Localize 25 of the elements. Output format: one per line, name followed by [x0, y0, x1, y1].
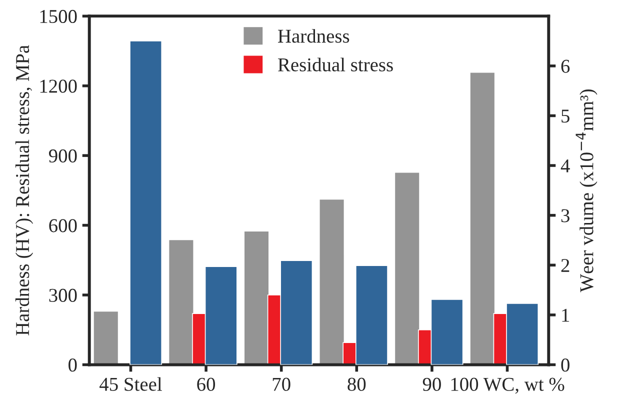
y-tick-label: 600 — [49, 219, 77, 232]
y2-tick-label: 6 — [561, 60, 570, 73]
y2-axis-title: Weer vdume (x10$^{−4}$mm³) — [576, 89, 598, 292]
y2-tick-label: 5 — [562, 110, 570, 123]
y-tick-label: 0 — [68, 358, 77, 372]
y-tick-label: 900 — [48, 149, 77, 162]
x-tick-label: 45 Steel — [100, 377, 162, 391]
y2-tick-label: 2 — [561, 258, 570, 272]
y-axis-title: Hardness (HV): Residual stress, MPa — [15, 45, 34, 336]
y2-tick-label: 0 — [561, 358, 570, 372]
x-tick-label: 70 — [272, 378, 290, 391]
legend-label: Residual stress — [278, 58, 393, 72]
x-tick-label: 80 — [348, 378, 366, 391]
bar — [130, 40, 162, 365]
x-tick-label: 90 — [422, 378, 441, 391]
y-tick-label: 1200 — [40, 80, 77, 93]
y2-tick-label: 3 — [561, 209, 570, 222]
y2-tick-label: 4 — [560, 159, 570, 172]
y-tick-label: 300 — [49, 288, 77, 302]
legend-label: Hardness — [278, 29, 350, 43]
bar — [93, 310, 119, 365]
y2-tick-label: 1 — [562, 308, 570, 322]
x-tick-label: 100 WC, wt % — [451, 378, 564, 394]
y-tick-label: 1500 — [40, 10, 77, 24]
x-tick-label: 60 — [197, 378, 216, 391]
